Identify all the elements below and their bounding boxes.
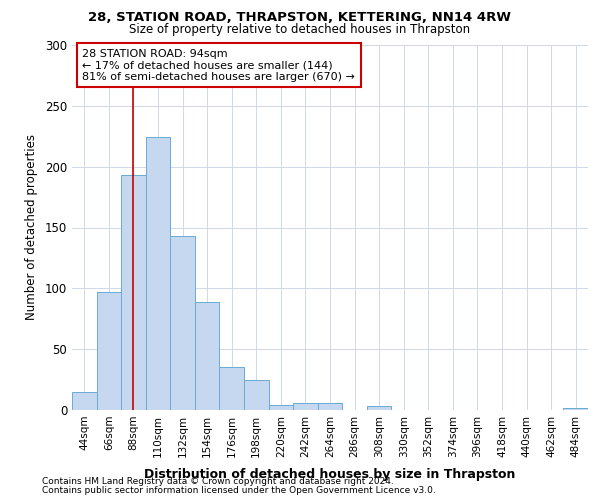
- Bar: [367, 406, 391, 410]
- Bar: [220, 368, 244, 410]
- Bar: [72, 392, 97, 410]
- Bar: [97, 292, 121, 410]
- Text: Contains HM Land Registry data © Crown copyright and database right 2024.: Contains HM Land Registry data © Crown c…: [42, 477, 394, 486]
- Bar: [121, 175, 146, 410]
- Bar: [318, 402, 342, 410]
- Bar: [269, 405, 293, 410]
- Bar: [170, 236, 195, 410]
- Text: 28, STATION ROAD, THRAPSTON, KETTERING, NN14 4RW: 28, STATION ROAD, THRAPSTON, KETTERING, …: [89, 11, 511, 24]
- Text: 28 STATION ROAD: 94sqm
← 17% of detached houses are smaller (144)
81% of semi-de: 28 STATION ROAD: 94sqm ← 17% of detached…: [82, 48, 355, 82]
- Y-axis label: Number of detached properties: Number of detached properties: [25, 134, 38, 320]
- Bar: [293, 402, 318, 410]
- Text: Size of property relative to detached houses in Thrapston: Size of property relative to detached ho…: [130, 22, 470, 36]
- Bar: [195, 302, 220, 410]
- Bar: [146, 138, 170, 410]
- X-axis label: Distribution of detached houses by size in Thrapston: Distribution of detached houses by size …: [145, 468, 515, 481]
- Bar: [244, 380, 269, 410]
- Text: Contains public sector information licensed under the Open Government Licence v3: Contains public sector information licen…: [42, 486, 436, 495]
- Bar: [563, 408, 588, 410]
